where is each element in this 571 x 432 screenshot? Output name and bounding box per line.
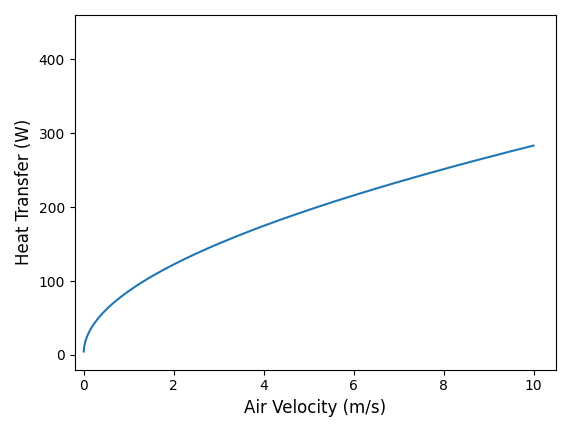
X-axis label: Air Velocity (m/s): Air Velocity (m/s) bbox=[244, 399, 387, 417]
Y-axis label: Heat Transfer (W): Heat Transfer (W) bbox=[15, 119, 33, 266]
